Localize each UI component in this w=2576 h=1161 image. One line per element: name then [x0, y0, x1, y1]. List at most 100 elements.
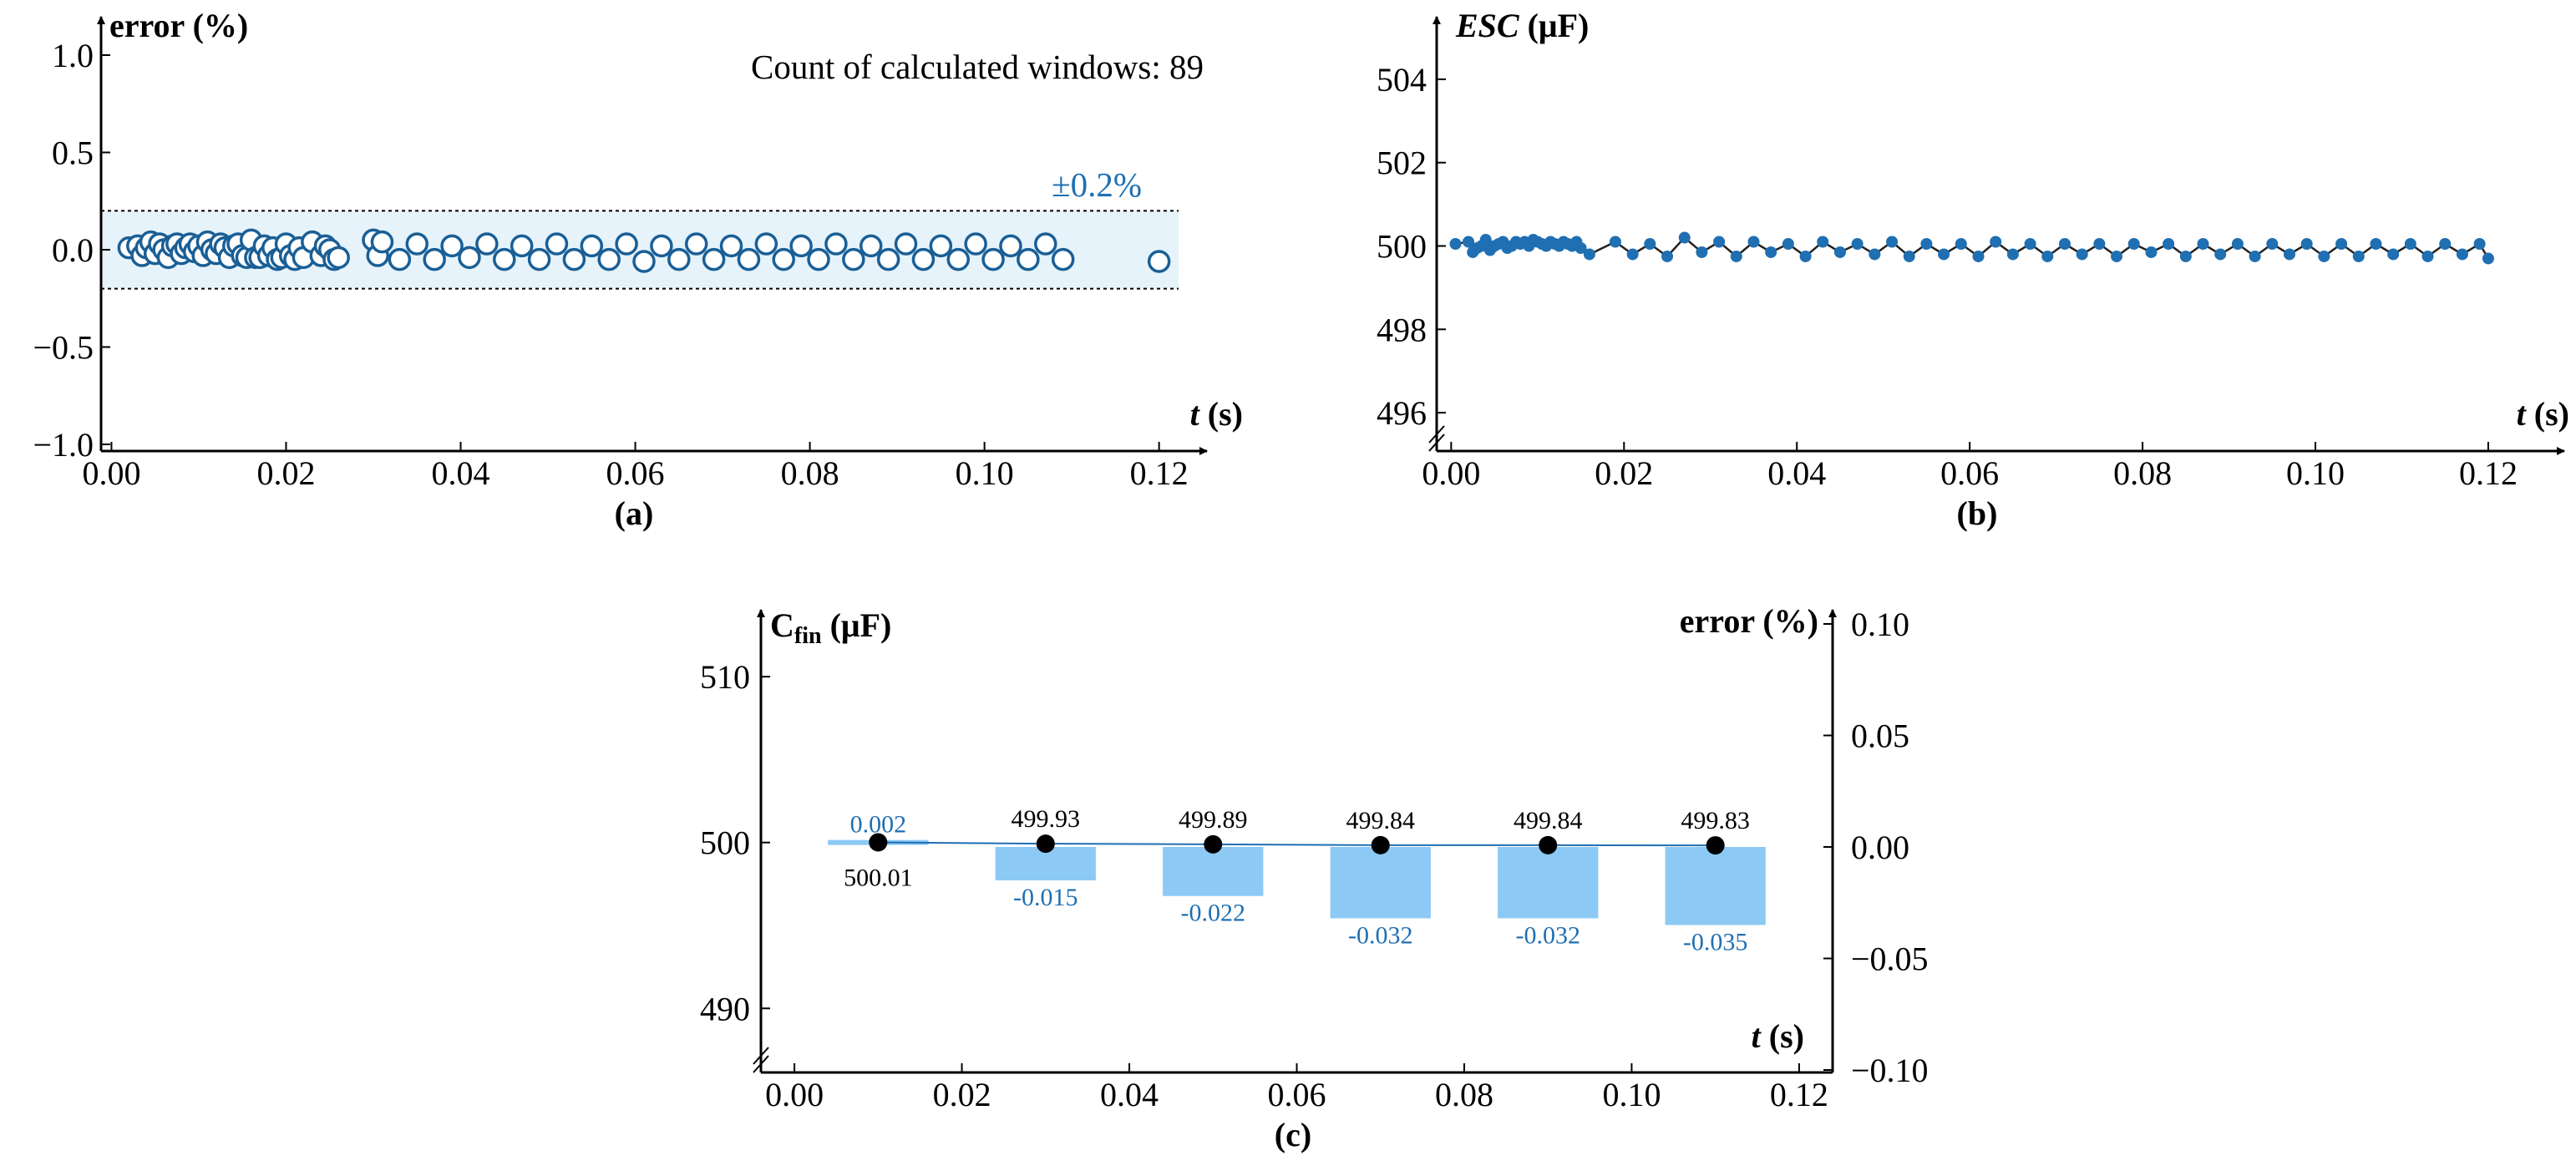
chart-b-point [1463, 236, 1475, 248]
chart-c-error-bars [828, 839, 1766, 925]
chart-b-x-tick-label: 0.04 [1767, 454, 1826, 492]
chart-c-ylabel-unit: (μF) [822, 606, 892, 644]
chart-c-cfin-label: 499.83 [1681, 807, 1750, 834]
chart-a-point [597, 247, 621, 271]
chart-b-point [1799, 250, 1812, 262]
chart-b-y-tick-label: 504 [1377, 61, 1427, 99]
chart-b-point [1644, 238, 1656, 251]
chart-b-point [2058, 238, 2071, 251]
chart-b-point [2335, 238, 2348, 251]
chart-a-point [789, 234, 813, 258]
chart-a-point [999, 234, 1022, 258]
chart-b-point [1886, 236, 1899, 248]
chart-b-point [1765, 246, 1777, 258]
chart-a-point [650, 234, 673, 258]
chart-b-x-tick-label: 0.10 [2286, 454, 2345, 492]
chart-b-point [2127, 238, 2140, 251]
chart-c-y2-tick-label: −0.10 [1851, 1052, 1929, 1089]
chart-c-error-label: -0.022 [1181, 900, 1246, 927]
chart-b-point [1730, 250, 1742, 262]
chart-c-cfin-point [1204, 834, 1223, 854]
chart-b-point [2179, 250, 2192, 262]
chart-b-x-tick-label: 0.00 [1422, 454, 1480, 492]
chart-b-point [2024, 238, 2036, 251]
chart-b: 496 498 500 502 504 0.00 0.02 0.04 0.06 0.08 0.10 0… [1377, 7, 2569, 532]
chart-b-point [2482, 252, 2494, 265]
chart-a-point [911, 247, 936, 271]
chart-b-point [1869, 248, 1881, 261]
chart-a-point [1017, 247, 1040, 271]
chart-a-xlabel-var: t [1190, 395, 1201, 433]
chart-c-xlabel-var: t [1752, 1017, 1762, 1055]
chart-a-point [615, 232, 638, 256]
chart-c-x-tick-label: 0.06 [1268, 1076, 1326, 1113]
chart-b-point [1583, 248, 1595, 261]
chart-a-point [370, 230, 394, 254]
chart-c-y2-tick-label: 0.10 [1851, 606, 1909, 643]
chart-b-point [2387, 248, 2400, 261]
chart-c-cfin-label: 499.93 [1012, 805, 1081, 833]
chart-a-point [562, 247, 586, 271]
chart-a-point [423, 247, 446, 271]
chart-b-point [2318, 250, 2330, 262]
chart-b-point [2214, 248, 2227, 261]
chart-a-point [632, 250, 656, 273]
chart-b-point [2231, 238, 2244, 251]
chart-c-y2-tick-label: −0.05 [1851, 940, 1929, 978]
chart-c-cfin-point [1036, 834, 1055, 854]
chart-a-y-tick-label: 0.5 [52, 134, 94, 172]
chart-b-point [2439, 238, 2452, 251]
chart-a-point [493, 247, 516, 271]
chart-b-point [1955, 238, 1967, 251]
chart-c-cfin-label: 499.84 [1514, 807, 1583, 834]
chart-a-point [684, 232, 708, 256]
chart-b-xlabel-unit: (s) [2526, 395, 2569, 433]
chart-c-ylabel-main: C [770, 606, 794, 644]
chart-a-point [1147, 250, 1171, 273]
chart-c-cfin-line [878, 841, 1716, 847]
chart-a-axes: −1.0 −0.5 0.0 0.5 1.0 0.00 0.02 0.04 0.06 0.08 0.1… [33, 16, 1208, 492]
chart-b-xlabel: t (s) [2517, 395, 2569, 433]
chart-b-ylabel-unit: (μF) [1519, 7, 1590, 44]
chart-a-point [405, 232, 429, 256]
chart-a-point [859, 234, 883, 258]
chart-c-error-bar [1665, 847, 1766, 925]
chart-b-point [2197, 238, 2209, 251]
chart-b-xlabel-var: t [2517, 395, 2528, 433]
chart-a-point [981, 247, 1005, 271]
chart-b-panel-label: (b) [1957, 494, 1998, 532]
chart-c-error-label: 0.002 [850, 811, 907, 839]
chart-b-axes: 496 498 500 502 504 0.00 0.02 0.04 0.06 0.08 0.10 0… [1377, 16, 2565, 492]
chart-c-data-labels: 500.01 0.002 499.93 -0.015 499.89 -0.022 499.8… [844, 805, 1750, 956]
chart-b-point [2093, 238, 2106, 251]
chart-b-point [2076, 248, 2088, 261]
chart-b-point [1817, 236, 1829, 248]
chart-a-point [719, 234, 743, 258]
chart-b-point [2283, 248, 2295, 261]
chart-b-points [1449, 231, 2494, 265]
chart-c-axes: 490 500 510 −0.10 −0.05 0.00 0.05 0.10 0.00 0.02 0… [700, 606, 1929, 1113]
chart-c-cfin-label: 499.89 [1179, 806, 1248, 834]
chart-c-x-tick-label: 0.10 [1602, 1076, 1661, 1113]
chart-b-point [1713, 236, 1726, 248]
chart-c-axis-break [753, 1047, 769, 1065]
chart-c: 500.01 0.002 499.93 -0.015 499.89 -0.022 499.8… [700, 602, 1929, 1153]
chart-a-x-tick-label: 0.12 [1130, 454, 1189, 492]
chart-b-ylabel: ESC (μF) [1455, 7, 1589, 44]
chart-c-cfin-points [869, 833, 1725, 855]
chart-c-xlabel-unit: (s) [1761, 1017, 1804, 1055]
chart-c-y-tick-label: 490 [700, 990, 750, 1027]
chart-b-point [1782, 238, 1794, 251]
chart-a-point [964, 232, 987, 256]
chart-b-point [2352, 250, 2365, 262]
chart-b-point [1972, 250, 1985, 262]
chart-c-cfin-label: 499.84 [1346, 807, 1415, 834]
chart-b-y-tick-label: 500 [1377, 228, 1427, 266]
chart-b-point [1661, 250, 1674, 262]
chart-c-error-label: -0.015 [1013, 884, 1078, 911]
chart-a-point [1034, 232, 1057, 256]
chart-a-point [510, 234, 534, 258]
chart-c-xlabel: t (s) [1752, 1017, 1804, 1055]
chart-b-point [2041, 250, 2054, 262]
chart-b-point [1479, 234, 1492, 246]
